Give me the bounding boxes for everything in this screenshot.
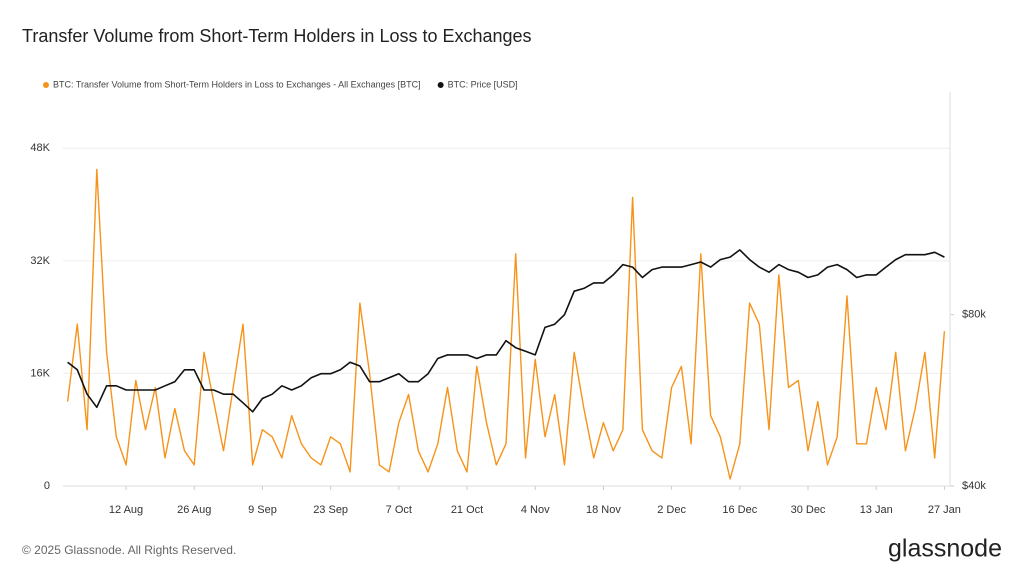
y2-tick-label: $40k <box>962 480 986 492</box>
x-tick-label: 12 Aug <box>109 504 143 516</box>
legend-label: BTC: Price [USD] <box>448 79 518 89</box>
y-tick-label: 16K <box>30 367 50 379</box>
chart-title: Transfer Volume from Short-Term Holders … <box>22 26 532 46</box>
legend-label: BTC: Transfer Volume from Short-Term Hol… <box>53 79 421 89</box>
series-line <box>67 249 945 413</box>
x-tick-label: 7 Oct <box>386 504 412 516</box>
x-tick-label: 23 Sep <box>313 504 348 516</box>
x-tick-label: 26 Aug <box>177 504 211 516</box>
x-tick-label: 27 Jan <box>928 504 961 516</box>
x-tick-label: 18 Nov <box>586 504 621 516</box>
footer: © 2025 Glassnode. All Rights Reserved. <box>22 543 236 557</box>
y-tick-label: 0 <box>44 480 50 492</box>
x-tick-label: 4 Nov <box>521 504 550 516</box>
x-tick-label: 16 Dec <box>722 504 757 516</box>
x-tick-label: 9 Sep <box>248 504 277 516</box>
legend-marker <box>437 82 444 88</box>
y-tick-label: 48K <box>30 142 50 154</box>
x-tick-label: 13 Jan <box>860 504 893 516</box>
y-tick-label: 32K <box>30 255 50 267</box>
brand-logo: glassnode <box>888 535 1002 563</box>
legend-marker <box>43 82 49 88</box>
x-tick-label: 30 Dec <box>791 504 826 516</box>
series-line <box>66 168 946 480</box>
x-tick-label: 21 Oct <box>451 504 483 516</box>
y2-tick-label: $80k <box>962 309 986 321</box>
x-tick-label: 2 Dec <box>657 504 686 516</box>
